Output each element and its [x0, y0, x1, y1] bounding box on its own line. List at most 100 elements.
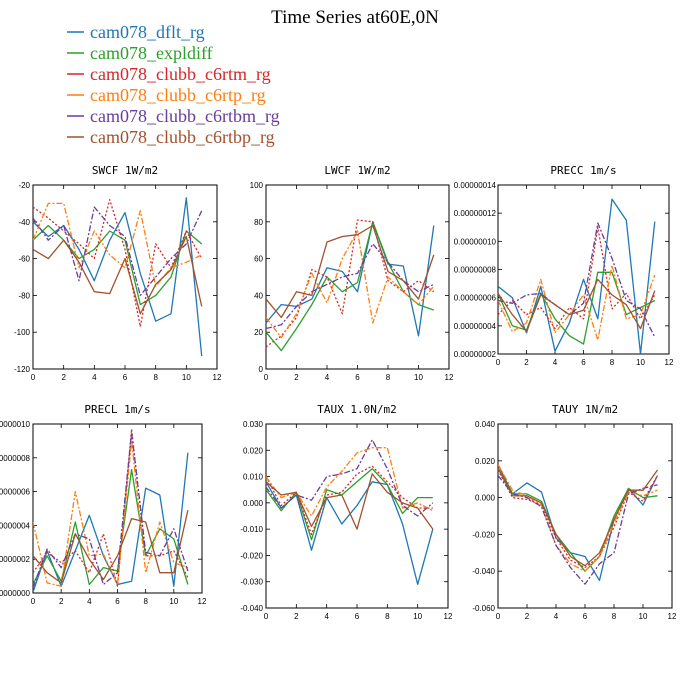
- panel-title: SWCF 1W/m2: [92, 164, 158, 177]
- x-tick-label: 6: [115, 597, 120, 606]
- series-line: [266, 447, 434, 517]
- x-tick-label: 0: [496, 358, 501, 367]
- panel-title: PRECC 1m/s: [550, 164, 616, 177]
- y-tick-label: -0.060: [472, 604, 495, 613]
- x-tick-label: 10: [414, 373, 423, 382]
- y-tick-label: -60: [18, 255, 30, 264]
- x-tick-label: 4: [325, 373, 330, 382]
- y-tick-label: 20: [254, 328, 263, 337]
- x-tick-label: 10: [639, 612, 648, 621]
- x-tick-label: 4: [554, 612, 559, 621]
- legend-label: cam078_clubb_c6rtbm_rg: [90, 106, 280, 126]
- x-tick-label: 10: [636, 358, 645, 367]
- y-tick-label: 80: [254, 218, 263, 227]
- chart-panel: SWCF 1W/m2 0 2 4 6 8 10 12 -120 -100 -80 -60 -40 -20: [14, 164, 222, 382]
- x-tick-label: 2: [59, 597, 64, 606]
- x-tick-label: 6: [355, 612, 360, 621]
- y-tick-label: 0.000: [243, 499, 264, 508]
- y-tick-label: 0.00000004: [0, 521, 31, 530]
- x-tick-label: 4: [92, 373, 97, 382]
- legend-item: cam078_clubb_c6rtbp_rg: [67, 127, 275, 147]
- y-tick-label: 0.00000012: [454, 209, 497, 218]
- legend-item: cam078_dflt_rg: [67, 22, 205, 42]
- x-tick-label: 6: [123, 373, 128, 382]
- chart-panels: SWCF 1W/m2 0 2 4 6 8 10 12 -120 -100 -80 -60 -40 -20 L…: [0, 164, 677, 621]
- y-tick-label: -0.020: [472, 530, 495, 539]
- panel-title: PRECL 1m/s: [84, 403, 150, 416]
- y-tick-label: 0.020: [475, 457, 496, 466]
- y-tick-label: 100: [250, 181, 264, 190]
- y-tick-label: 60: [254, 255, 263, 264]
- y-tick-label: -0.010: [240, 525, 263, 534]
- panel-title: LWCF 1W/m2: [324, 164, 390, 177]
- x-tick-label: 2: [525, 612, 530, 621]
- y-tick-label: -20: [18, 181, 30, 190]
- x-tick-label: 2: [294, 612, 299, 621]
- legend-label: cam078_clubb_c6rtm_rg: [90, 64, 271, 84]
- x-tick-label: 10: [413, 612, 422, 621]
- legend-item: cam078_expldiff: [67, 43, 213, 63]
- x-tick-label: 0: [31, 373, 36, 382]
- series-line: [498, 222, 656, 338]
- y-tick-label: 0.00000008: [454, 266, 497, 275]
- y-tick-label: 0.00000014: [454, 181, 497, 190]
- x-tick-label: 8: [153, 373, 158, 382]
- y-tick-label: 0.040: [475, 420, 496, 429]
- series-line: [266, 224, 435, 319]
- series-line: [498, 198, 656, 354]
- series-line: [33, 510, 189, 584]
- x-tick-label: 4: [87, 597, 92, 606]
- y-tick-label: 0.00000008: [0, 454, 31, 463]
- series-line: [498, 271, 656, 345]
- y-tick-label: -0.020: [240, 551, 263, 560]
- series-line: [498, 469, 659, 569]
- series-line: [498, 264, 656, 341]
- chart-panel: TAUX 1.0N/m2 0 2 4 6 8 10 12 -0.040 -0.030 -0.020 -…: [240, 403, 453, 621]
- x-tick-label: 8: [385, 612, 390, 621]
- y-tick-label: 0: [259, 365, 264, 374]
- x-tick-label: 4: [553, 358, 558, 367]
- x-tick-label: 4: [324, 612, 329, 621]
- y-tick-label: -0.040: [240, 604, 263, 613]
- series-line: [266, 439, 434, 517]
- x-tick-label: 2: [294, 373, 299, 382]
- series-line: [266, 473, 434, 530]
- series-line: [33, 235, 203, 315]
- series-line: [33, 431, 189, 589]
- plot-frame: [497, 423, 673, 609]
- series-line: [498, 278, 656, 333]
- legend-item: cam078_clubb_c6rtm_rg: [67, 64, 271, 84]
- x-tick-label: 8: [612, 612, 617, 621]
- x-tick-label: 12: [445, 373, 454, 382]
- chart-panel: PRECC 1m/s 0 2 4 6 8 10 12 0.00000002 0.00000004 0…: [454, 164, 674, 367]
- series-line: [33, 199, 203, 328]
- plot-frame: [265, 184, 450, 370]
- y-tick-label: -100: [14, 328, 31, 337]
- x-tick-label: 2: [524, 358, 529, 367]
- series-line: [498, 467, 659, 567]
- x-tick-label: 8: [143, 597, 148, 606]
- series-line: [266, 481, 434, 585]
- x-tick-label: 12: [444, 612, 453, 621]
- series-line: [266, 219, 435, 348]
- series-line: [498, 467, 658, 572]
- series-line: [33, 224, 203, 306]
- y-tick-label: 0.00000010: [454, 237, 497, 246]
- y-tick-label: -40: [18, 218, 30, 227]
- y-tick-label: 0.00000002: [454, 350, 497, 359]
- series-line: [33, 202, 202, 287]
- chart-panel: LWCF 1W/m2 0 2 4 6 8 10 12 0 20 40 60 80 100: [250, 164, 454, 382]
- y-tick-label: 0.00000002: [0, 555, 31, 564]
- y-tick-label: 0.030: [243, 420, 264, 429]
- x-tick-label: 12: [213, 373, 222, 382]
- legend-label: cam078_expldiff: [90, 43, 213, 63]
- y-tick-label: -80: [18, 291, 30, 300]
- x-tick-label: 8: [386, 373, 391, 382]
- x-tick-label: 0: [264, 612, 269, 621]
- series-line: [498, 464, 659, 582]
- legend-item: cam078_clubb_c6rtp_rg: [67, 85, 266, 105]
- y-tick-label: 0.000: [475, 494, 496, 503]
- series-line: [498, 475, 658, 585]
